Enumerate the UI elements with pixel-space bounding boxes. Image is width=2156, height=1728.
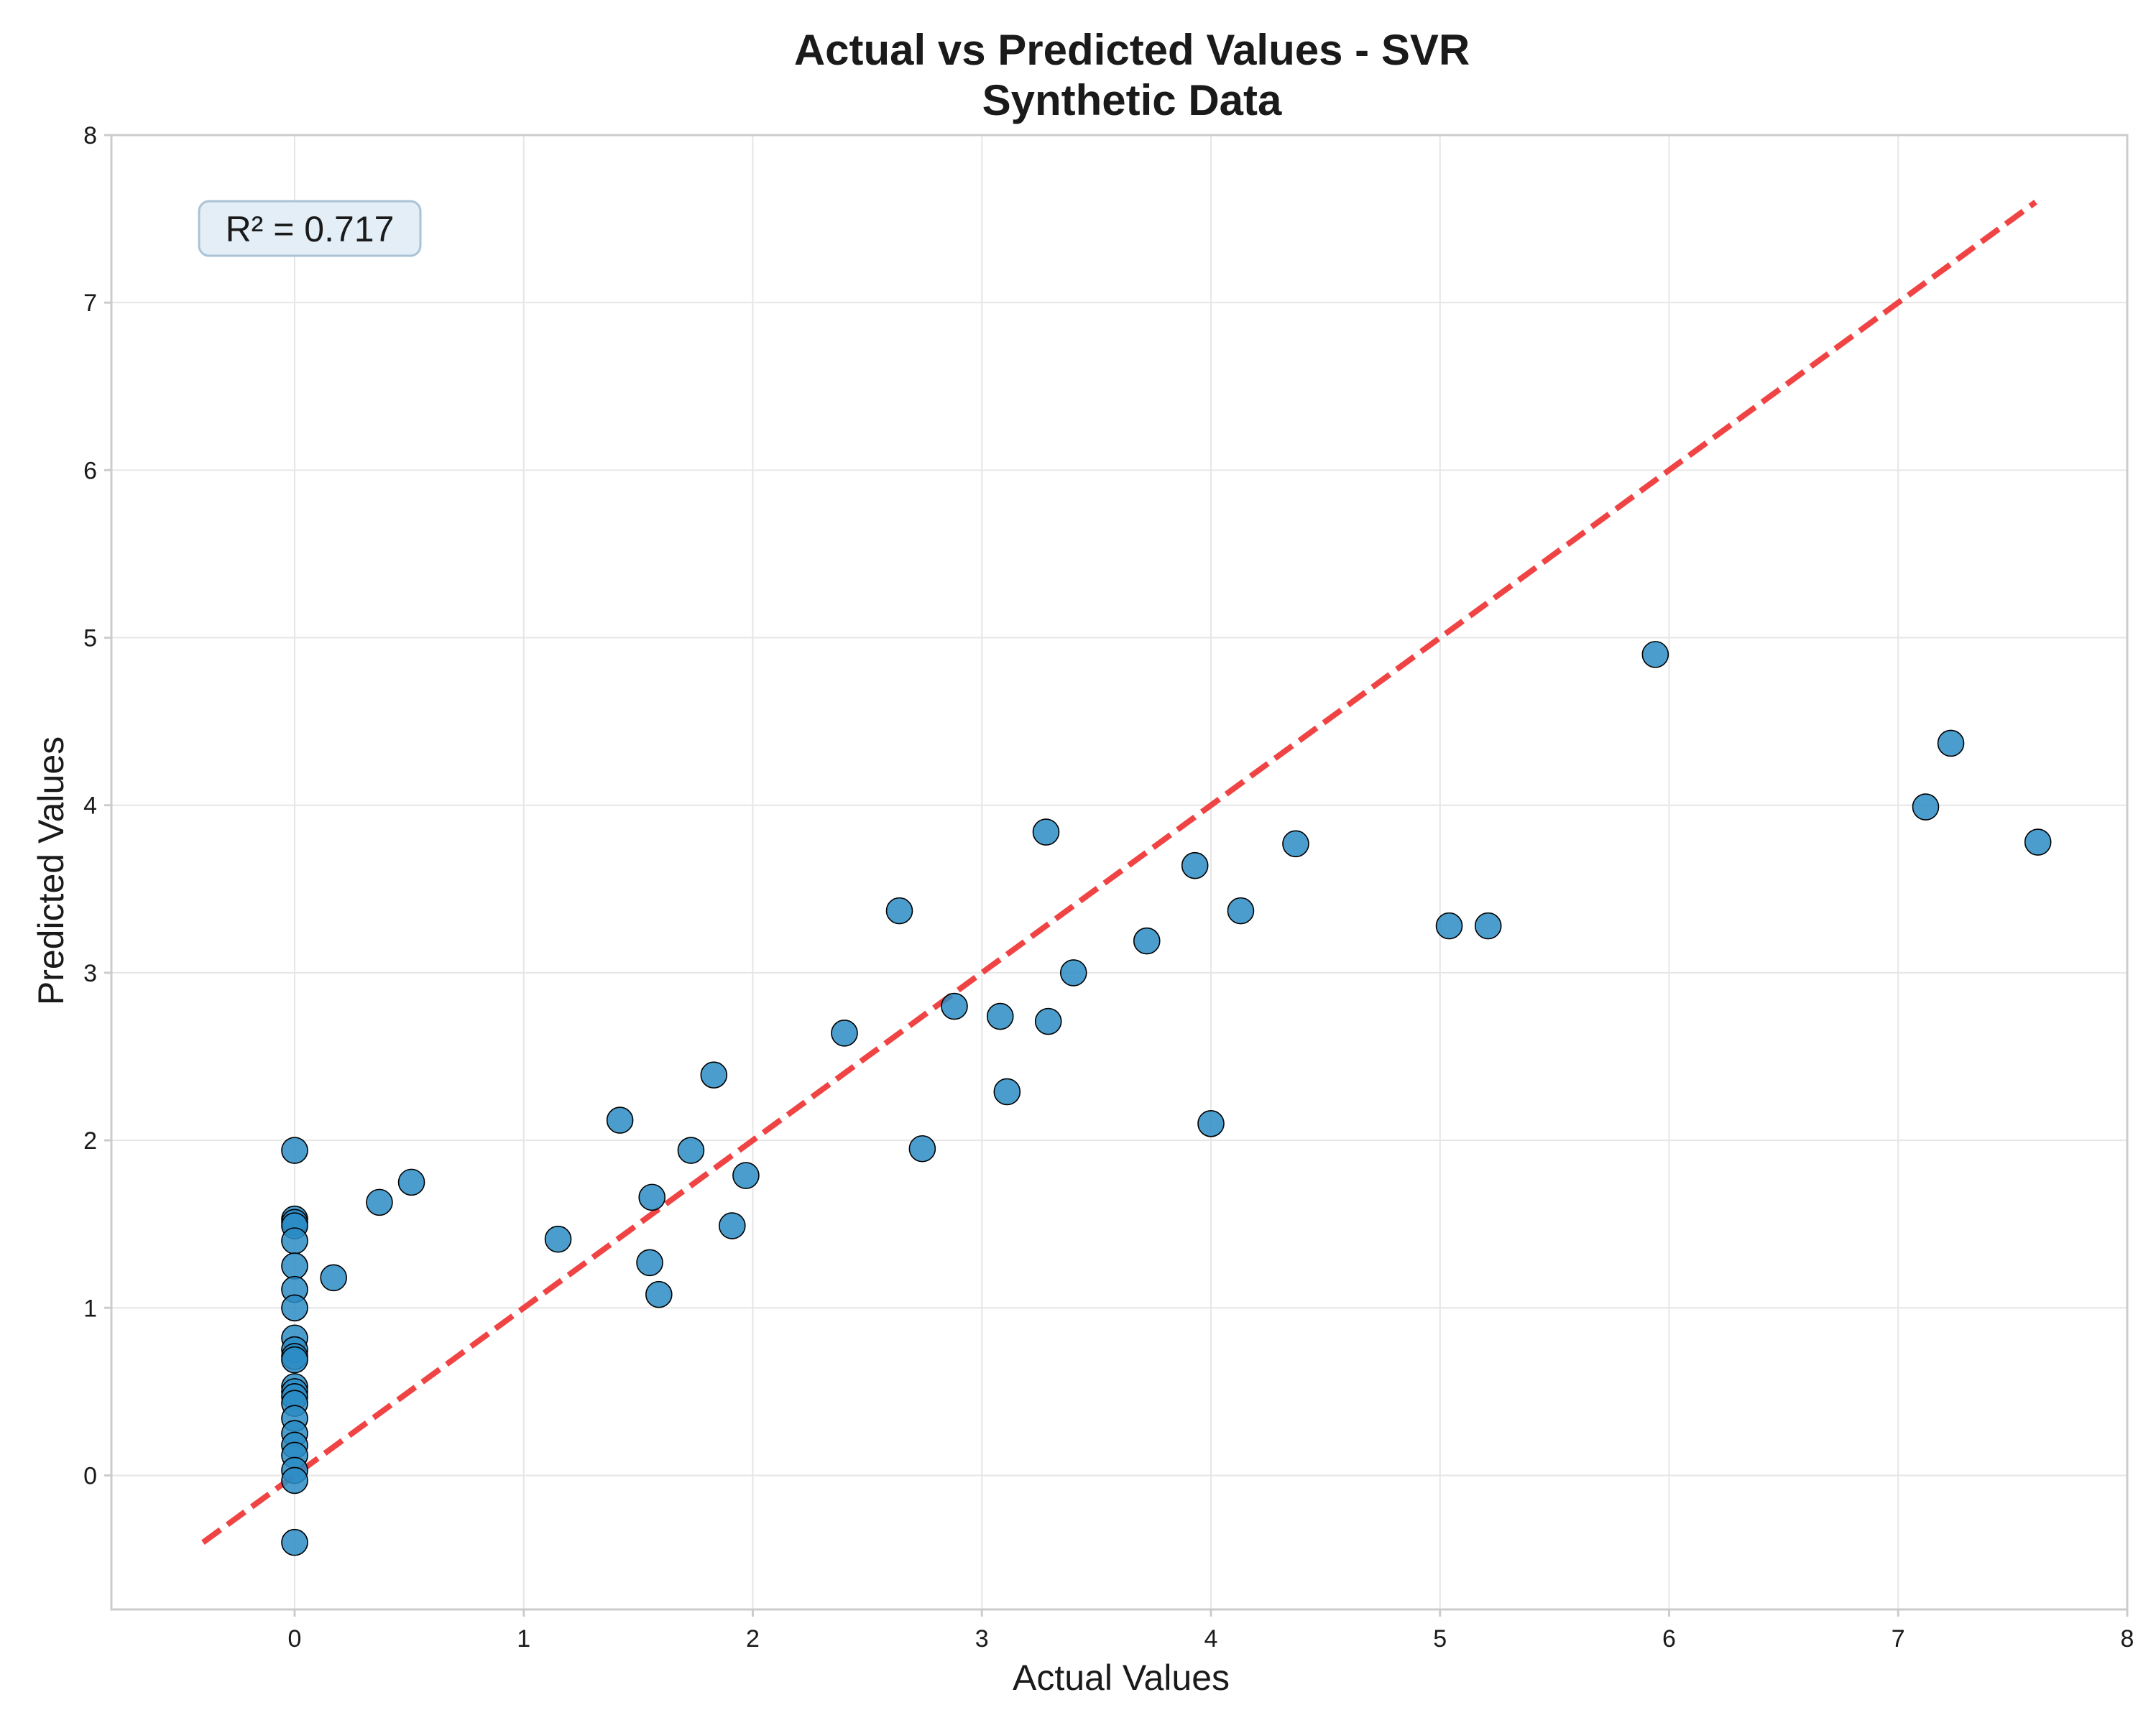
scatter-point	[885, 897, 913, 925]
perfect-prediction-line	[201, 200, 2037, 1545]
chart-subtitle: Synthetic Data	[982, 76, 1282, 124]
scatter-point	[281, 1252, 308, 1280]
scatter-point	[993, 1078, 1021, 1106]
x-tick-label: 8	[2121, 1625, 2134, 1653]
scatter-point	[700, 1061, 728, 1089]
scatter-point	[366, 1188, 393, 1216]
scatter-point	[1034, 1007, 1062, 1035]
scatter-point	[941, 992, 968, 1020]
scatter-point	[1912, 793, 1940, 821]
scatter-point	[1059, 959, 1087, 987]
scatter-point	[1474, 912, 1502, 940]
annotation-box: R² = 0.717	[198, 200, 422, 257]
scatter-point	[1641, 641, 1669, 668]
scatter-point	[986, 1002, 1014, 1030]
x-axis-label: Actual Values	[1013, 1658, 1230, 1698]
scatter-point	[908, 1135, 936, 1163]
reference-line-layer	[201, 200, 2037, 1545]
scatter-point	[719, 1212, 746, 1239]
x-tick-label: 7	[1892, 1625, 1905, 1653]
y-tick-label: 8	[83, 122, 97, 149]
scatter-point	[606, 1106, 634, 1134]
scatter-point	[1032, 818, 1060, 846]
y-tick-label: 6	[83, 457, 97, 484]
x-tick-label: 6	[1662, 1625, 1676, 1653]
y-tick-label: 3	[83, 960, 97, 987]
plot-frame	[110, 134, 2129, 1611]
y-tick-label: 7	[83, 290, 97, 317]
x-tick-label: 1	[517, 1625, 530, 1653]
y-tick-label: 4	[83, 793, 97, 820]
y-tick-label: 1	[83, 1295, 97, 1322]
scatter-point	[831, 1020, 858, 1047]
scatter-point	[636, 1249, 663, 1277]
scatter-point	[1133, 927, 1161, 955]
x-tick-label: 4	[1204, 1625, 1218, 1653]
scatter-point	[1227, 897, 1255, 925]
scatter-point	[397, 1168, 425, 1196]
r2-annotation: R² = 0.717	[226, 209, 395, 249]
x-tick-label: 0	[288, 1625, 302, 1653]
scatter-point	[1181, 851, 1209, 879]
scatter-point	[1937, 729, 1965, 757]
scatter-point	[281, 1137, 308, 1164]
y-axis-label: Predicted Values	[31, 736, 71, 1005]
scatter-point	[645, 1280, 673, 1308]
chart-title: Actual vs Predicted Values - SVR	[794, 26, 1470, 74]
scatter-point	[281, 1294, 308, 1322]
y-tick-label: 0	[83, 1462, 97, 1489]
scatter-point	[1197, 1109, 1225, 1137]
scatter-point	[281, 1528, 308, 1556]
r2-box-background	[198, 200, 422, 257]
scatter-point	[638, 1183, 666, 1211]
points-layer	[281, 641, 2052, 1556]
scatter-point	[544, 1225, 572, 1253]
scatter-point	[1282, 830, 1309, 858]
scatter-point	[2024, 828, 2052, 856]
x-tick-label: 3	[975, 1625, 989, 1653]
scatter-point	[677, 1137, 705, 1164]
scatter-point	[281, 1346, 308, 1374]
tick-labels: 0 1 2 3 4 5 6 7 8 0 1 2 3 4 5 6 7 8	[83, 122, 2134, 1653]
scatter-point	[1435, 912, 1463, 940]
y-tick-label: 2	[83, 1127, 97, 1155]
scatter-point	[732, 1162, 760, 1189]
scatter-point	[320, 1264, 347, 1292]
y-tick-label: 5	[83, 625, 97, 652]
x-tick-label: 2	[746, 1625, 760, 1653]
scatter-point	[281, 1466, 308, 1494]
x-tick-label: 5	[1433, 1625, 1447, 1653]
scatter-point	[281, 1227, 308, 1255]
